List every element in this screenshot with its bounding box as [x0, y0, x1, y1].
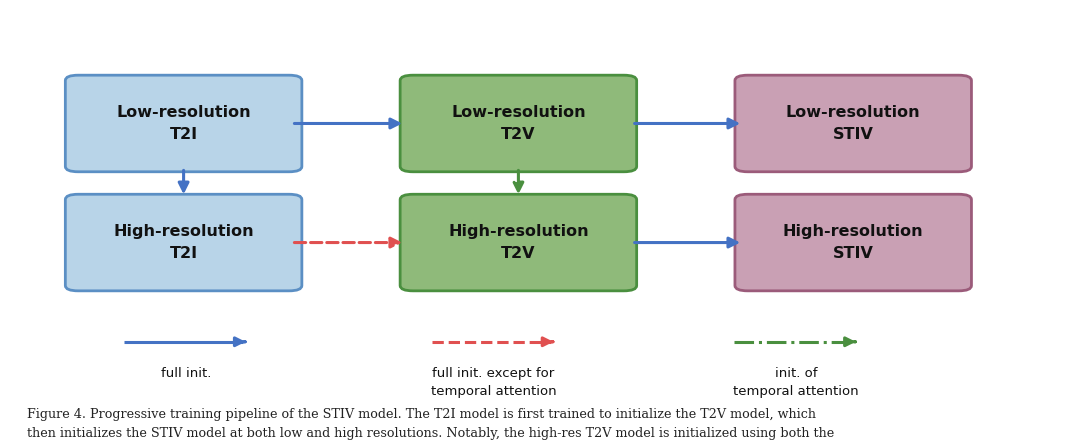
Text: High-resolution
T2V: High-resolution T2V [448, 224, 589, 261]
Text: High-resolution
STIV: High-resolution STIV [783, 224, 923, 261]
Text: full init. except for
temporal attention: full init. except for temporal attention [431, 367, 556, 398]
Text: Low-resolution
T2I: Low-resolution T2I [117, 105, 251, 142]
Text: Low-resolution
T2V: Low-resolution T2V [451, 105, 585, 142]
FancyBboxPatch shape [400, 194, 636, 291]
FancyBboxPatch shape [734, 194, 972, 291]
FancyBboxPatch shape [400, 75, 636, 172]
Text: High-resolution
T2I: High-resolution T2I [113, 224, 254, 261]
FancyBboxPatch shape [734, 75, 972, 172]
Text: full init.: full init. [161, 367, 211, 380]
Text: Figure 4. Progressive training pipeline of the STIV model. The T2I model is firs: Figure 4. Progressive training pipeline … [27, 408, 834, 441]
FancyBboxPatch shape [66, 75, 302, 172]
Text: init. of
temporal attention: init. of temporal attention [733, 367, 859, 398]
FancyBboxPatch shape [66, 194, 302, 291]
Text: Low-resolution
STIV: Low-resolution STIV [786, 105, 920, 142]
